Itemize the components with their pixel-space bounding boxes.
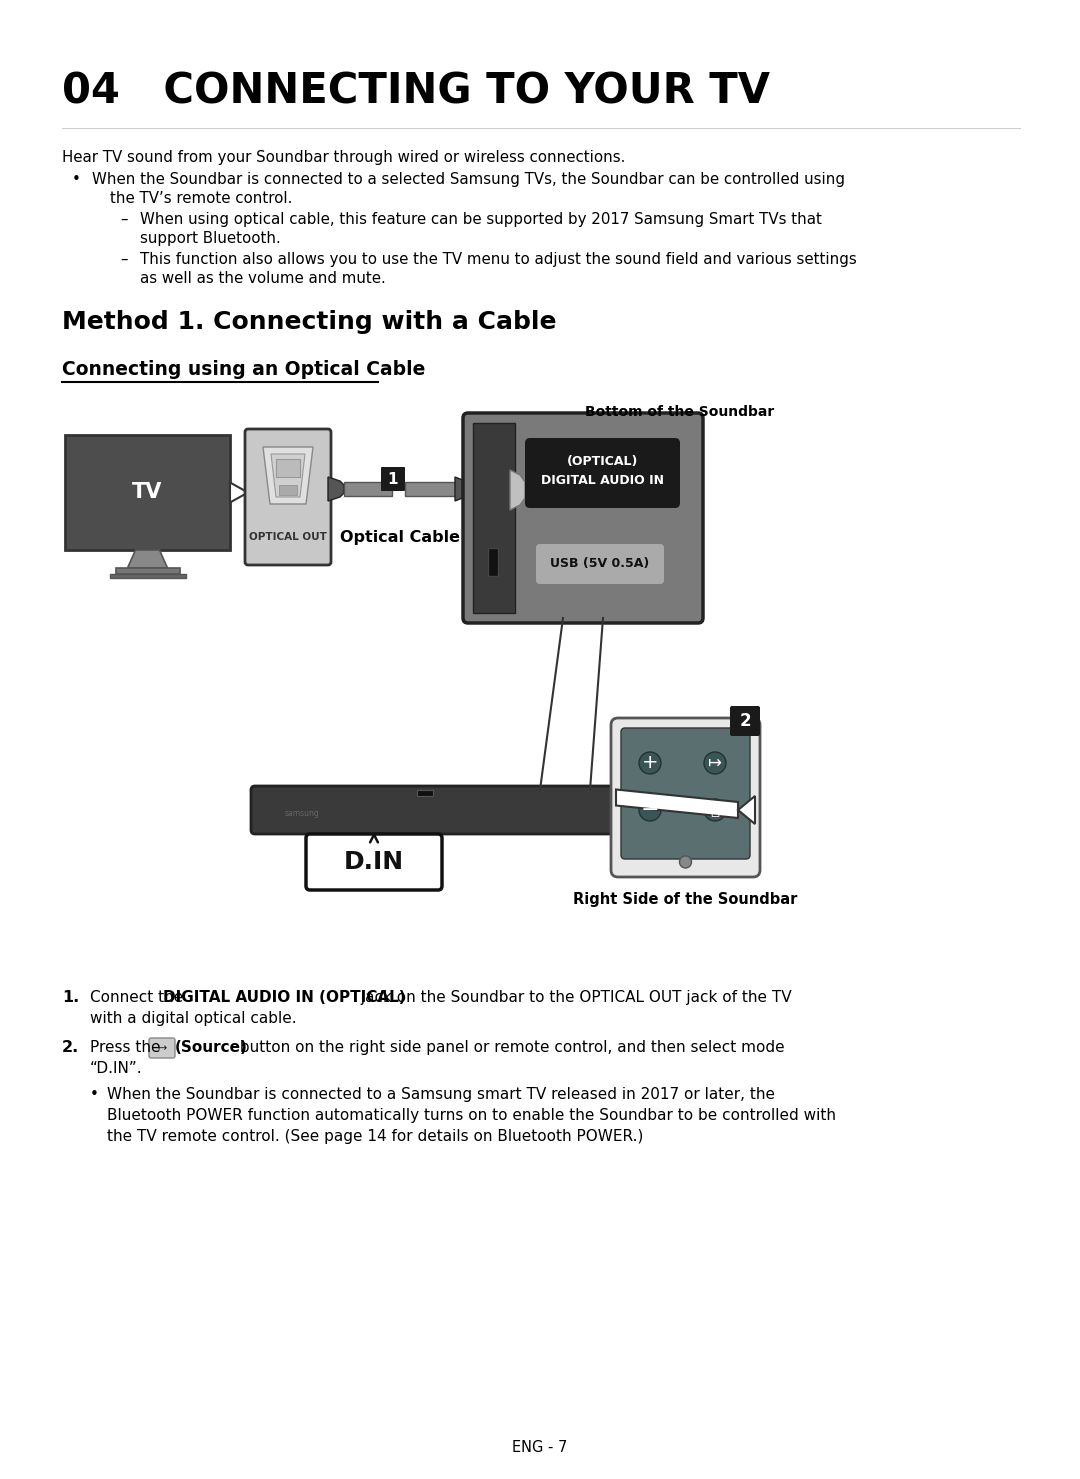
Text: Optical Cable: Optical Cable: [340, 529, 460, 544]
FancyBboxPatch shape: [149, 1038, 175, 1057]
Bar: [276, 458, 300, 478]
FancyBboxPatch shape: [65, 435, 230, 550]
Text: Connect the: Connect the: [90, 989, 188, 1006]
Text: the TV remote control. (See page 14 for details on Bluetooth POWER.): the TV remote control. (See page 14 for …: [107, 1128, 644, 1143]
Text: DIGITAL AUDIO IN: DIGITAL AUDIO IN: [541, 473, 664, 487]
Text: as well as the volume and mute.: as well as the volume and mute.: [140, 271, 386, 285]
Polygon shape: [328, 478, 345, 501]
Polygon shape: [271, 454, 305, 497]
FancyBboxPatch shape: [730, 705, 760, 737]
Circle shape: [639, 751, 661, 774]
Text: Bluetooth POWER function automatically turns on to enable the Soundbar to be con: Bluetooth POWER function automatically t…: [107, 1108, 836, 1123]
Text: This function also allows you to use the TV menu to adjust the sound field and v: This function also allows you to use the…: [140, 251, 856, 268]
Text: USB (5V 0.5A): USB (5V 0.5A): [551, 558, 650, 571]
Text: –: –: [120, 251, 127, 268]
Polygon shape: [455, 478, 477, 501]
Bar: [109, 574, 186, 578]
Bar: [417, 790, 433, 796]
Bar: [345, 482, 392, 495]
Text: 04   CONNECTING TO YOUR TV: 04 CONNECTING TO YOUR TV: [62, 70, 770, 112]
Text: 1.: 1.: [62, 989, 79, 1006]
Circle shape: [639, 799, 661, 821]
Bar: [116, 568, 179, 574]
FancyBboxPatch shape: [525, 438, 680, 507]
Text: Hear TV sound from your Soundbar through wired or wireless connections.: Hear TV sound from your Soundbar through…: [62, 149, 625, 166]
Text: with a digital optical cable.: with a digital optical cable.: [90, 1012, 297, 1026]
Text: (OPTICAL): (OPTICAL): [567, 454, 638, 467]
Text: –: –: [120, 211, 127, 226]
Text: Right Side of the Soundbar: Right Side of the Soundbar: [573, 892, 798, 907]
Text: •: •: [72, 172, 81, 186]
Text: •: •: [90, 1087, 99, 1102]
Text: Bottom of the Soundbar: Bottom of the Soundbar: [585, 405, 774, 419]
FancyBboxPatch shape: [306, 834, 442, 890]
Text: +: +: [642, 753, 658, 772]
Text: Method 1. Connecting with a Cable: Method 1. Connecting with a Cable: [62, 311, 556, 334]
Text: When using optical cable, this feature can be supported by 2017 Samsung Smart TV: When using optical cable, this feature c…: [140, 211, 822, 226]
Circle shape: [704, 751, 726, 774]
Bar: [279, 485, 297, 495]
Polygon shape: [616, 790, 738, 818]
Polygon shape: [264, 447, 313, 504]
Text: ↦: ↦: [708, 754, 721, 772]
Text: support Bluetooth.: support Bluetooth.: [140, 231, 281, 246]
Polygon shape: [738, 796, 755, 824]
Circle shape: [679, 856, 691, 868]
FancyBboxPatch shape: [621, 728, 750, 859]
Text: 2.: 2.: [62, 1040, 79, 1055]
Text: ENG - 7: ENG - 7: [512, 1441, 568, 1455]
Text: D.IN: D.IN: [343, 850, 404, 874]
Text: 1: 1: [388, 472, 399, 487]
Text: TV: TV: [133, 482, 163, 503]
Polygon shape: [230, 482, 248, 503]
FancyBboxPatch shape: [251, 785, 744, 834]
Bar: [473, 423, 515, 612]
FancyBboxPatch shape: [463, 413, 703, 623]
Text: ⏻: ⏻: [711, 803, 719, 818]
Text: Press the: Press the: [90, 1040, 165, 1055]
Polygon shape: [510, 470, 525, 510]
Text: samsung: samsung: [285, 809, 320, 818]
Text: When the Soundbar is connected to a selected Samsung TVs, the Soundbar can be co: When the Soundbar is connected to a sele…: [92, 172, 845, 186]
Text: DIGITAL AUDIO IN (OPTICAL): DIGITAL AUDIO IN (OPTICAL): [163, 989, 406, 1006]
Bar: [488, 549, 498, 575]
Text: jack on the Soundbar to the OPTICAL OUT jack of the TV: jack on the Soundbar to the OPTICAL OUT …: [355, 989, 792, 1006]
Bar: [405, 482, 455, 495]
Circle shape: [704, 799, 726, 821]
Text: OPTICAL OUT: OPTICAL OUT: [249, 532, 327, 541]
Text: (Source): (Source): [175, 1040, 248, 1055]
Text: Connecting using an Optical Cable: Connecting using an Optical Cable: [62, 359, 426, 379]
Text: ↦: ↦: [158, 1043, 166, 1053]
Text: When the Soundbar is connected to a Samsung smart TV released in 2017 or later, : When the Soundbar is connected to a Sams…: [107, 1087, 775, 1102]
FancyBboxPatch shape: [381, 467, 405, 491]
Text: −: −: [640, 800, 659, 819]
FancyBboxPatch shape: [245, 429, 330, 565]
Text: button on the right side panel or remote control, and then select mode: button on the right side panel or remote…: [235, 1040, 785, 1055]
FancyBboxPatch shape: [611, 717, 760, 877]
Polygon shape: [127, 550, 167, 568]
FancyBboxPatch shape: [536, 544, 664, 584]
Text: 2: 2: [739, 711, 751, 731]
Text: “D.IN”.: “D.IN”.: [90, 1060, 143, 1077]
Text: the TV’s remote control.: the TV’s remote control.: [110, 191, 293, 206]
